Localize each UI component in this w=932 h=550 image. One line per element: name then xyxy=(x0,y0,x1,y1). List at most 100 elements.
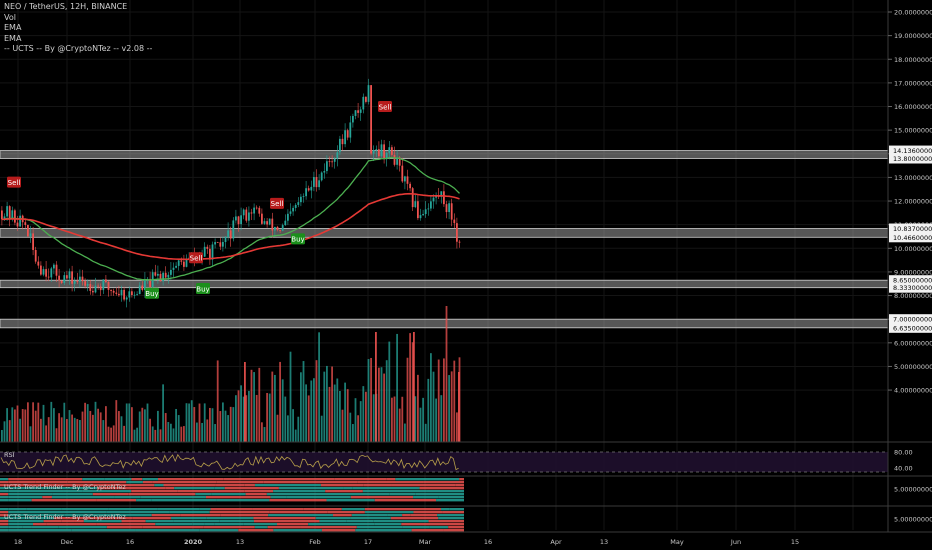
candle-body xyxy=(86,284,89,286)
volume-bar xyxy=(149,418,151,442)
candle-body xyxy=(185,258,188,267)
trend-segment xyxy=(448,526,464,529)
volume-bar xyxy=(214,424,216,442)
trend-segment xyxy=(278,487,344,490)
trend-segment xyxy=(151,514,181,517)
trend-segment xyxy=(52,493,68,496)
trend-finder-2-label: UCTS Trend Finder -- By @CryptoNTez xyxy=(4,513,126,521)
trend-segment xyxy=(199,508,211,511)
trend-segment xyxy=(216,499,270,502)
trend-segment xyxy=(244,484,255,487)
volume-bar xyxy=(365,391,367,442)
volume-bar xyxy=(235,395,237,442)
trend-segment xyxy=(243,523,277,526)
volume-bar xyxy=(432,371,435,442)
volume-bar xyxy=(118,411,120,442)
trend-finder-1-label: UCTS Trend Finder -- By @CryptoNTez xyxy=(4,483,126,491)
volume-bar xyxy=(170,423,172,442)
candle-body xyxy=(424,209,427,215)
volume-bar xyxy=(133,429,136,442)
volume-bar xyxy=(242,396,245,442)
time-axis: 18 Dec 16 2020 13 Feb 17 Mar 16 Apr 13 May Jun 15 xyxy=(14,538,799,546)
volume-bar xyxy=(123,425,125,442)
volume-bar xyxy=(398,408,401,442)
volume-bar xyxy=(354,398,357,442)
trend-segment xyxy=(443,529,464,532)
trend-segment xyxy=(334,478,387,481)
volume-bar xyxy=(89,410,92,442)
price-highlight-label: 10.46600000 xyxy=(893,234,932,242)
trend-segment xyxy=(64,514,92,517)
trend-segment xyxy=(0,478,9,481)
trend-segment xyxy=(223,478,268,481)
trend-segment xyxy=(437,514,464,517)
candle-body xyxy=(141,285,144,290)
volume-bar xyxy=(435,398,437,442)
trend-segment xyxy=(96,523,156,526)
volume-bar xyxy=(448,375,450,442)
volume-bar xyxy=(453,360,456,442)
signal-labels: Sell Buy Sell Buy Sell Buy Sell xyxy=(7,101,392,299)
trend-segment xyxy=(211,493,246,496)
trend-segment xyxy=(267,478,335,481)
trend-segment xyxy=(61,520,75,523)
volume-bar xyxy=(359,401,362,442)
trend-segment xyxy=(438,496,464,499)
trend-segment xyxy=(395,478,460,481)
volume-bar xyxy=(232,407,235,442)
trend-segment xyxy=(267,526,301,529)
price-tick-label: 12.00000000 xyxy=(894,198,932,206)
volume-bar xyxy=(24,409,27,442)
volume-bar xyxy=(45,425,47,442)
candle-body xyxy=(73,280,76,284)
trend-segment xyxy=(75,511,107,514)
trend-segment xyxy=(401,523,464,526)
trend-segment xyxy=(300,526,357,529)
candle-body xyxy=(336,152,339,159)
volume-bar xyxy=(396,333,398,442)
trend-segment xyxy=(352,487,420,490)
volume-bar xyxy=(8,420,11,442)
volume-bar xyxy=(383,373,385,442)
trend-segment xyxy=(389,493,416,496)
trend-segment xyxy=(8,529,72,532)
volume-bar xyxy=(445,305,448,442)
volume-bar xyxy=(151,426,154,442)
candle-body xyxy=(391,147,393,155)
volume-bar xyxy=(94,401,97,442)
candle-body xyxy=(224,237,227,242)
candle-body xyxy=(232,220,235,239)
volume-bar xyxy=(318,332,320,442)
volume-bar xyxy=(209,407,211,442)
candle-body xyxy=(406,176,409,184)
trend-finder-1 xyxy=(0,478,464,502)
price-tick-label: 10.00000000 xyxy=(894,245,932,253)
candle-body xyxy=(427,208,430,210)
volume-bar xyxy=(63,402,66,442)
candle-body xyxy=(289,211,292,214)
candle-body xyxy=(154,272,157,276)
volume-bar xyxy=(177,415,180,442)
trend-segment xyxy=(54,517,77,520)
candle-body xyxy=(266,221,268,225)
volume-bar xyxy=(6,408,8,442)
trend-segment xyxy=(152,481,217,484)
rsi-level-label: 80.00 xyxy=(894,449,913,457)
trend-segment xyxy=(390,517,439,520)
volume-bar xyxy=(112,425,115,442)
volume-bar xyxy=(193,407,196,442)
time-tick-label: 2020 xyxy=(184,538,203,546)
price-tick-label: 13.00000000 xyxy=(894,174,932,182)
candle-body xyxy=(14,210,16,223)
trend-segment xyxy=(195,493,212,496)
trend-segment xyxy=(0,487,9,490)
price-tick-label: 4.00000000 xyxy=(894,387,932,395)
volume-spike xyxy=(413,332,415,442)
candle-body xyxy=(32,233,34,250)
trend-segment xyxy=(429,526,449,529)
volume-bar xyxy=(188,403,190,442)
candle-body xyxy=(367,85,370,102)
trend-segment xyxy=(31,499,97,502)
volume-bar xyxy=(29,426,32,442)
